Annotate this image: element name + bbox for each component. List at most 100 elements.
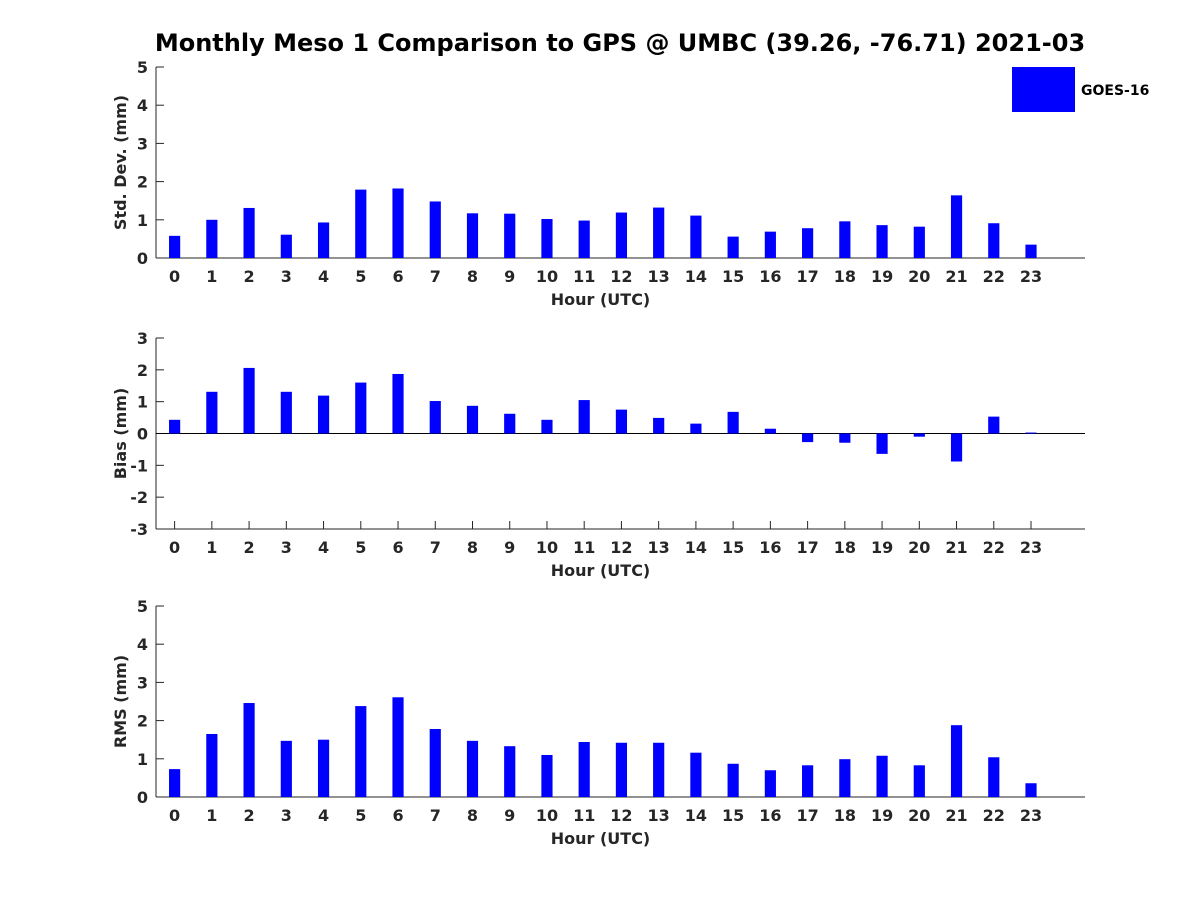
- y-tick-label: 0: [137, 425, 148, 444]
- y-tick-label: -3: [130, 520, 148, 539]
- bar: [429, 401, 441, 434]
- y-tick-label: 2: [137, 712, 148, 731]
- bar: [280, 391, 292, 434]
- bar: [504, 213, 516, 258]
- x-tick-label: 6: [392, 806, 403, 825]
- bar: [206, 391, 218, 434]
- x-tick-label: 10: [536, 806, 558, 825]
- bar: [466, 213, 479, 258]
- bar: [988, 416, 1000, 434]
- bar: [950, 433, 963, 462]
- bar: [950, 195, 963, 258]
- x-tick-label: 3: [281, 806, 292, 825]
- x-tick-label: 20: [908, 806, 930, 825]
- bar: [988, 223, 1000, 258]
- y-tick-label: 5: [137, 58, 148, 77]
- x-tick-label: 17: [796, 267, 818, 286]
- x-tick-label: 20: [908, 538, 930, 557]
- bar: [206, 733, 218, 797]
- x-tick-label: 3: [281, 538, 292, 557]
- bar: [317, 222, 330, 258]
- y-tick-label: 5: [137, 597, 148, 616]
- bar: [839, 759, 851, 797]
- x-tick-label: 11: [573, 806, 595, 825]
- y-tick-label: 3: [137, 134, 148, 153]
- x-tick-label: 1: [206, 267, 217, 286]
- x-tick-label: 6: [392, 267, 403, 286]
- x-tick-label: 18: [834, 267, 856, 286]
- y-tick-label: 1: [137, 750, 148, 769]
- x-tick-label: 10: [536, 538, 558, 557]
- x-tick-label: 15: [722, 806, 744, 825]
- x-tick-label: 21: [945, 538, 967, 557]
- x-tick-label: 15: [722, 267, 744, 286]
- bar: [690, 752, 702, 797]
- bar: [392, 697, 404, 797]
- x-tick-label: 15: [722, 538, 744, 557]
- bar: [653, 207, 665, 258]
- x-tick-label: 6: [392, 538, 403, 557]
- x-tick-label: 7: [430, 538, 441, 557]
- bar: [653, 742, 665, 797]
- x-tick-label: 10: [536, 267, 558, 286]
- bar: [727, 763, 739, 797]
- x-tick-label: 14: [685, 538, 707, 557]
- bar: [317, 395, 330, 434]
- y-tick-label: 1: [137, 211, 148, 230]
- x-tick-label: 1: [206, 538, 217, 557]
- bar: [578, 220, 590, 258]
- x-tick-label: 4: [318, 806, 329, 825]
- x-tick-label: 8: [467, 267, 478, 286]
- bar: [541, 754, 553, 797]
- bar: [690, 215, 702, 258]
- x-tick-label: 17: [796, 806, 818, 825]
- x-tick-label: 12: [610, 267, 632, 286]
- bar: [280, 740, 292, 797]
- bar: [466, 740, 479, 797]
- y-axis-label: Bias (mm): [111, 388, 130, 480]
- x-tick-label: 16: [759, 806, 781, 825]
- bar: [429, 729, 441, 797]
- x-tick-label: 4: [318, 267, 329, 286]
- x-tick-label: 20: [908, 267, 930, 286]
- x-tick-label: 5: [355, 538, 366, 557]
- bar: [504, 746, 516, 797]
- bar: [243, 367, 255, 434]
- bar: [317, 739, 330, 797]
- x-tick-label: 14: [685, 267, 707, 286]
- bar: [615, 742, 628, 797]
- bar: [690, 423, 702, 434]
- x-tick-label: 2: [244, 267, 255, 286]
- chart-title: Monthly Meso 1 Comparison to GPS @ UMBC …: [154, 29, 1086, 57]
- bar: [988, 757, 1000, 797]
- y-tick-label: 4: [137, 96, 148, 115]
- x-tick-label: 19: [871, 538, 893, 557]
- x-tick-label: 16: [759, 267, 781, 286]
- bar: [1025, 244, 1037, 258]
- x-tick-label: 0: [169, 538, 180, 557]
- bar: [578, 741, 590, 797]
- x-tick-label: 16: [759, 538, 781, 557]
- bar: [169, 235, 181, 258]
- x-tick-label: 9: [504, 538, 515, 557]
- x-axis-label: Hour (UTC): [551, 829, 651, 848]
- bar: [913, 765, 925, 797]
- bar: [504, 413, 516, 434]
- legend-swatch: [1012, 67, 1075, 112]
- x-tick-label: 21: [945, 267, 967, 286]
- x-tick-label: 2: [244, 538, 255, 557]
- x-tick-label: 14: [685, 806, 707, 825]
- x-tick-label: 19: [871, 806, 893, 825]
- x-tick-label: 21: [945, 806, 967, 825]
- x-tick-label: 5: [355, 806, 366, 825]
- y-tick-label: 3: [137, 329, 148, 348]
- bar: [355, 382, 367, 434]
- x-tick-label: 12: [610, 538, 632, 557]
- x-tick-label: 13: [648, 806, 670, 825]
- bar: [1025, 783, 1037, 797]
- bar: [355, 706, 367, 797]
- y-tick-label: 3: [137, 673, 148, 692]
